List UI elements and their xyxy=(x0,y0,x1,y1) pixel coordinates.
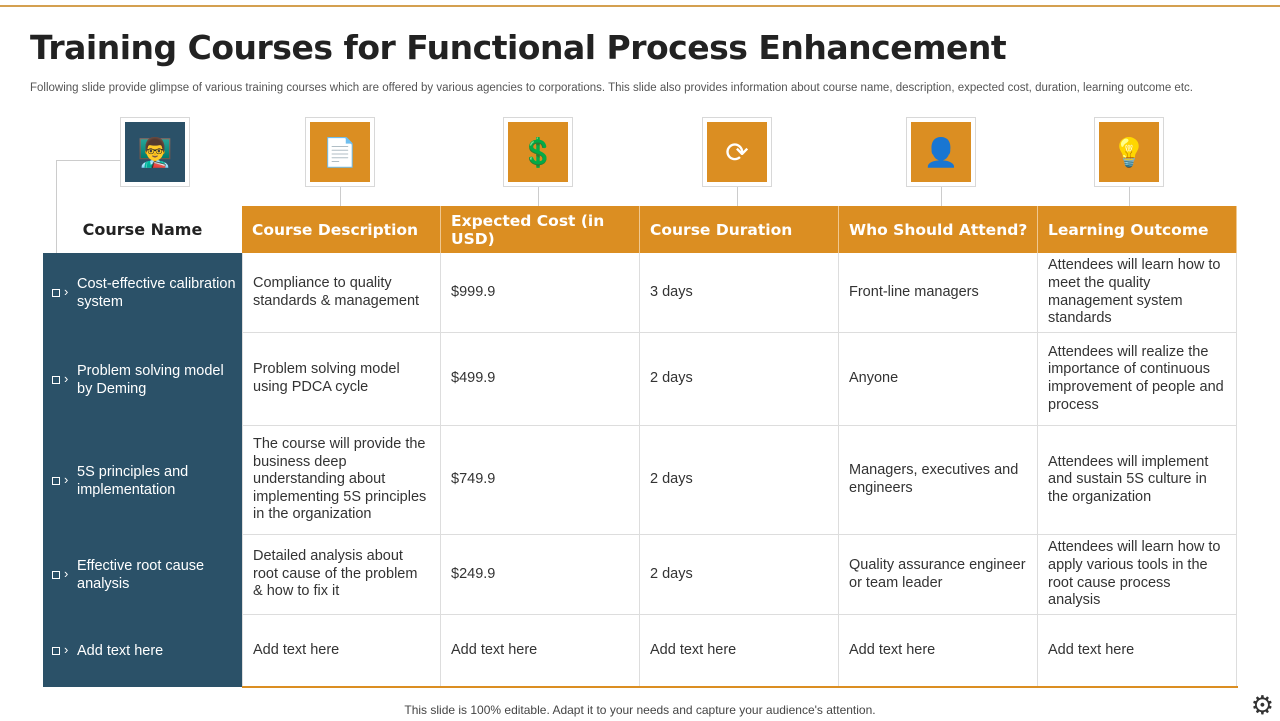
chevron-right-icon: › xyxy=(64,642,69,657)
connector-line xyxy=(56,160,121,161)
footer-note: This slide is 100% editable. Adapt it to… xyxy=(404,703,876,717)
table-cell: Add text here xyxy=(1038,615,1237,687)
course-name-header: Course Name xyxy=(82,220,203,239)
table-cell: Problem solving model using PDCA cycle xyxy=(242,333,441,426)
row-marker xyxy=(52,647,60,655)
table-cell: Anyone xyxy=(839,333,1038,426)
course-name-column xyxy=(43,253,242,687)
table-cell: 2 days xyxy=(640,426,839,535)
table-cell: Attendees will learn how to apply variou… xyxy=(1038,535,1237,615)
column-header: Learning Outcome xyxy=(1038,206,1237,253)
idea-hand-icon: 💡 xyxy=(1094,117,1164,187)
course-name: Problem solving model by Deming xyxy=(77,362,224,397)
column-header: Expected Cost (in USD) xyxy=(441,206,640,253)
table-cell: Add text here xyxy=(242,615,441,687)
row-marker xyxy=(52,375,60,384)
table-cell: Attendees will implement and sustain 5S … xyxy=(1038,426,1237,535)
table-cell: 2 days xyxy=(640,333,839,426)
table-cell: Attendees will learn how to meet the qua… xyxy=(1038,253,1237,333)
table-cell: 3 days xyxy=(640,253,839,333)
presentation-certificate-icon: 👨‍🏫 xyxy=(120,117,190,187)
connector-line xyxy=(941,187,942,206)
table-cell: 2 days xyxy=(640,535,839,615)
person-icon: 👤 xyxy=(906,117,976,187)
chevron-right-icon: › xyxy=(64,370,69,386)
row-marker xyxy=(52,571,60,579)
column-header: Course Duration xyxy=(640,206,839,253)
table-cell: Add text here xyxy=(640,615,839,687)
table-cell: Compliance to quality standards & manage… xyxy=(242,253,441,333)
course-name: 5S principles and implementation xyxy=(77,463,189,498)
course-name: Cost-effective calibration system xyxy=(77,276,236,310)
table-cell: Add text here xyxy=(441,615,640,687)
chevron-right-icon: › xyxy=(64,471,69,487)
table-cell: Front-line managers xyxy=(839,253,1038,333)
table-cell: Quality assurance engineer or team leade… xyxy=(839,535,1038,615)
row-marker xyxy=(52,476,60,485)
connector-line xyxy=(340,187,341,206)
page-title: Training Courses for Functional Process … xyxy=(30,28,1007,67)
connector-line xyxy=(737,187,738,206)
chevron-right-icon: › xyxy=(64,284,69,299)
table-cell: $749.9 xyxy=(441,426,640,535)
chevron-right-icon: › xyxy=(64,566,69,581)
bottom-rule xyxy=(242,686,1238,688)
table-cell: $249.9 xyxy=(441,535,640,615)
course-name: Add text here xyxy=(77,643,164,659)
table-cell: Add text here xyxy=(839,615,1038,687)
course-name: Effective root cause analysis xyxy=(77,558,205,592)
table-cell: $499.9 xyxy=(441,333,640,426)
column-header: Who Should Attend? xyxy=(839,206,1038,253)
table-cell: $999.9 xyxy=(441,253,640,333)
table-cell: Detailed analysis about root cause of th… xyxy=(242,535,441,615)
clock-cycle-icon: ⟳ xyxy=(702,117,772,187)
row-marker xyxy=(52,289,60,297)
page-subtitle: Following slide provide glimpse of vario… xyxy=(30,82,1193,94)
gear-icon[interactable]: ⚙ xyxy=(1250,690,1274,720)
connector-line xyxy=(538,187,539,206)
table-cell: Managers, executives and engineers xyxy=(839,426,1038,535)
table-cell: The course will provide the business dee… xyxy=(242,426,441,535)
top-rule xyxy=(0,5,1280,7)
column-header: Course Description xyxy=(242,206,441,253)
document-gear-icon: 📄 xyxy=(305,117,375,187)
connector-line xyxy=(1129,187,1130,206)
table-cell: Attendees will realize the importance of… xyxy=(1038,333,1237,426)
money-hand-icon: 💲 xyxy=(503,117,573,187)
